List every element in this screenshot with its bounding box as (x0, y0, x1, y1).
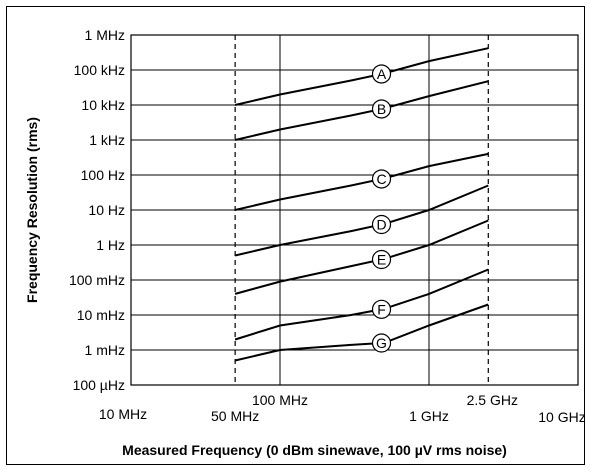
y-tick-label: 1 kHz (89, 132, 125, 148)
grid (131, 34, 578, 386)
series-line-a (234, 47, 489, 106)
y-tick-label: 100 µHz (73, 377, 125, 393)
y-tick-label: 100 Hz (81, 167, 125, 183)
series-marker-label: E (377, 251, 386, 267)
series-line-e (234, 219, 489, 295)
series-lines (234, 47, 489, 362)
series-marker-label: F (377, 301, 386, 317)
y-tick-labels: 1 MHz 100 kHz 10 kHz 1 kHz 100 Hz 10 Hz 1 Hz 10… (69, 27, 125, 393)
y-tick-label: 10 Hz (88, 202, 125, 218)
y-axis-title: Frequency Resolution (rms) (24, 117, 40, 303)
series-line-b (234, 80, 489, 141)
chart-frame: A B C D E F G 1 MHz 100 kHz 10 kHz 1 kHz 100 Hz 10 … (6, 6, 586, 465)
series-marker-a: A (371, 64, 392, 84)
series-marker-label: D (376, 216, 386, 232)
chart: A B C D E F G 1 MHz 100 kHz 10 kHz 1 kHz 100 Hz 10 … (24, 27, 586, 458)
series-line-g (234, 303, 489, 362)
x-tick-label: 10 GHz (538, 409, 585, 425)
series-marker-e: E (371, 249, 392, 270)
x-tick-label: 100 MHz (252, 392, 308, 408)
y-tick-label: 100 mHz (69, 272, 125, 288)
y-tick-label: 1 Hz (96, 237, 125, 253)
y-tick-label: 10 kHz (81, 97, 125, 113)
series-line-d (234, 184, 489, 257)
series-marker-label: G (376, 335, 387, 351)
series-marker-label: B (377, 101, 386, 117)
series-marker-circle (371, 333, 392, 353)
x-tick-label: 2.5 GHz (467, 392, 518, 408)
x-axis-title: Measured Frequency (0 dBm sinewave, 100 … (122, 442, 507, 458)
x-tick-label: 10 MHz (99, 406, 147, 422)
series-marker-circle (371, 214, 392, 235)
x-tick-label: 50 MHz (211, 408, 259, 424)
series-marker-b: B (371, 99, 392, 119)
series-marker-label: A (377, 66, 387, 82)
y-tick-label: 1 mHz (85, 342, 125, 358)
series-markers: A B C D E F G (371, 64, 392, 353)
y-tick-label: 1 MHz (85, 27, 125, 43)
series-line-c (234, 152, 489, 211)
y-tick-label: 100 kHz (74, 62, 125, 78)
y-tick-label: 10 mHz (77, 307, 125, 323)
series-marker-circle (371, 99, 392, 119)
x-tick-label: 1 GHz (409, 408, 449, 424)
series-line-f (234, 268, 489, 341)
series-marker-g: G (371, 333, 392, 353)
series-marker-f: F (371, 299, 392, 319)
series-marker-circle (371, 169, 392, 189)
series-marker-c: C (371, 169, 392, 189)
series-marker-circle (371, 299, 392, 319)
series-marker-circle (371, 249, 392, 270)
series-marker-label: C (376, 171, 386, 187)
plot-area-border (130, 34, 579, 386)
series-marker-d: D (371, 214, 392, 235)
series-marker-circle (371, 64, 392, 84)
